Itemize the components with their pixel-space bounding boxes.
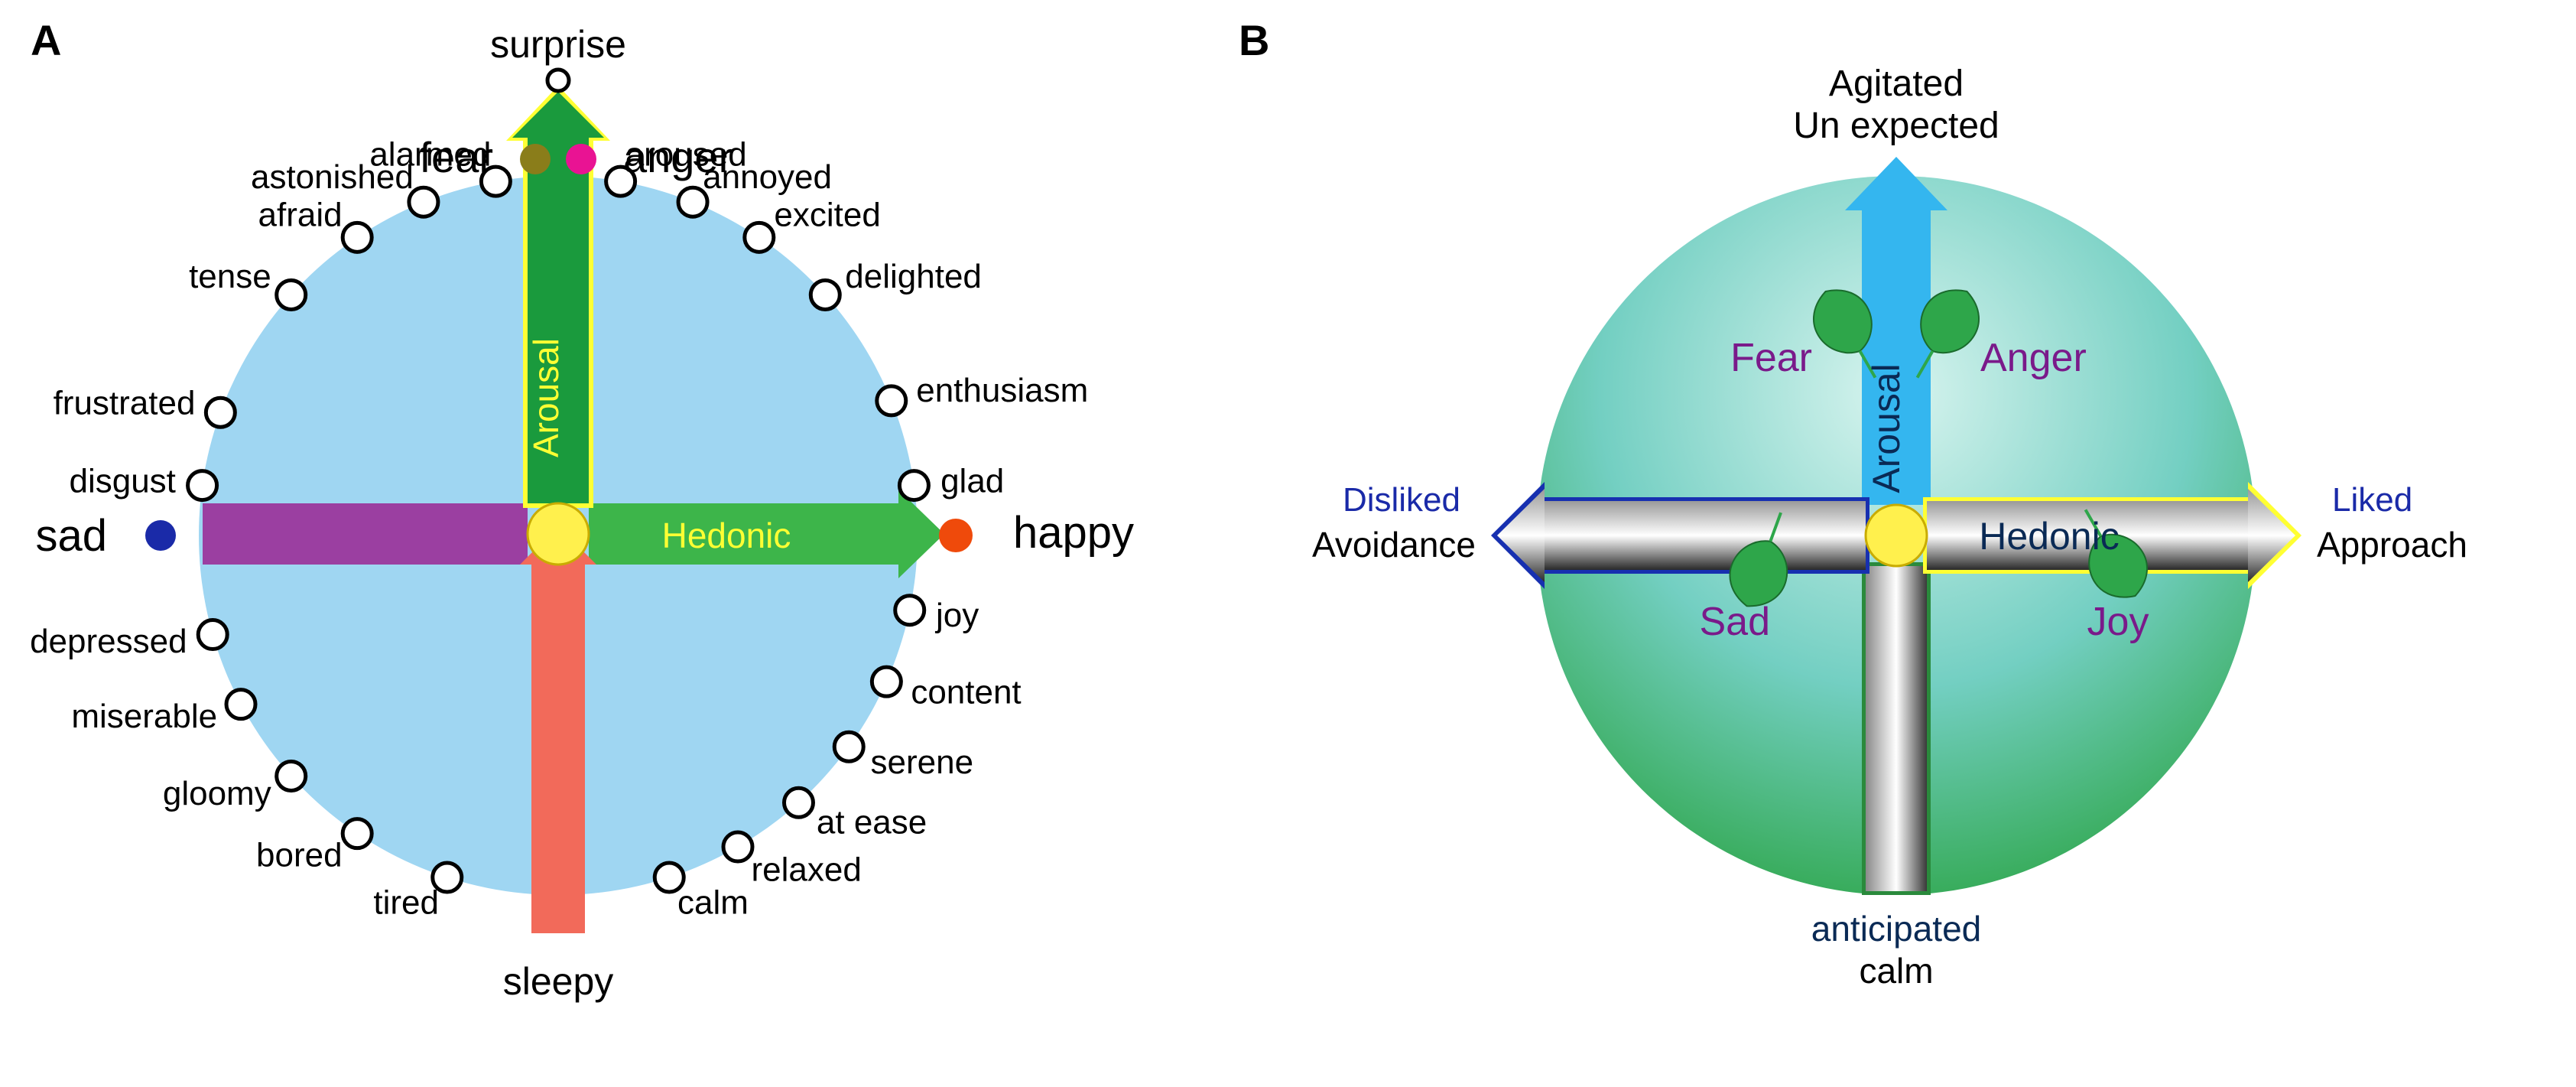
emotion-label: afraid — [258, 196, 343, 233]
emotion-dot — [872, 667, 901, 696]
axis-end-label: Approach — [2317, 525, 2467, 565]
primary-emotion-label: happy — [1013, 508, 1134, 558]
axis-end-label: Avoidance — [1312, 525, 1476, 565]
hedonic-axis-label: Hedonic — [662, 516, 791, 555]
fear-dot — [520, 144, 551, 174]
emotion-label: joy — [934, 597, 979, 634]
emotion-dot — [343, 223, 372, 252]
emotion-dot — [206, 398, 235, 427]
emotion-label: serene — [871, 744, 974, 781]
axis-end-label: Un expected — [1793, 106, 1999, 146]
panel-a-svg: ArousalHedonicalarmedastonishedafraidten… — [0, 0, 1223, 1087]
emotion-dot — [226, 690, 255, 719]
center-dot — [528, 503, 589, 565]
arousal-axis-label: Arousal — [526, 338, 566, 457]
panel-a-tag: A — [31, 15, 61, 65]
leaf-label: Sad — [1699, 600, 1770, 644]
primary-emotion-label: fear — [420, 133, 494, 181]
axis-end-label: calm — [1859, 951, 1933, 991]
panel-b-tag: B — [1239, 15, 1269, 65]
emotion-dot — [277, 761, 306, 790]
axis-end-label: Liked — [2332, 481, 2412, 519]
arousal-negative-arrow — [531, 565, 585, 933]
emotion-dot — [834, 732, 863, 761]
surprise-dot — [547, 70, 569, 91]
arousal-negative-arrow — [1866, 566, 1927, 891]
emotion-label: astonished — [251, 158, 414, 196]
emotion-label: relaxed — [752, 851, 862, 888]
primary-emotion-label: sleepy — [503, 960, 614, 1003]
emotion-label: tense — [189, 258, 271, 295]
emotion-dot — [198, 620, 227, 649]
leaf-label: Anger — [1980, 336, 2087, 380]
panel-a: A ArousalHedonicalarmedastonishedafraidt… — [0, 0, 1223, 1087]
primary-emotion-label: anger — [623, 133, 733, 181]
emotion-dot — [810, 281, 840, 310]
emotion-label: gloomy — [163, 775, 271, 812]
primary-emotion-label: sad — [35, 511, 107, 561]
primary-emotion-label: surprise — [490, 23, 626, 66]
emotion-dot — [723, 832, 752, 861]
emotion-dot — [899, 471, 928, 500]
axis-end-label: Disliked — [1343, 481, 1460, 519]
axis-end-label: anticipated — [1811, 909, 1982, 949]
hedonic-negative-arrow — [203, 503, 528, 565]
emotion-label: frustrated — [54, 384, 196, 421]
leaf-label: Fear — [1730, 336, 1812, 380]
center-dot — [1866, 505, 1927, 566]
emotion-dot — [745, 223, 774, 252]
axis-end-label: Agitated — [1829, 63, 1964, 104]
hedonic-negative-arrow — [1545, 501, 1866, 570]
anger-dot — [566, 144, 596, 174]
panel-b-svg: Arousal Hedonic Fear Anger Sad Joy AgitatedUn … — [1223, 0, 2576, 1087]
emotion-label: excited — [774, 196, 880, 233]
emotion-label: bored — [256, 837, 343, 874]
emotion-label: disgust — [69, 463, 175, 500]
emotion-label: tired — [373, 884, 439, 921]
emotion-dot — [188, 471, 217, 500]
emotion-label: delighted — [845, 258, 982, 295]
emotion-dot — [784, 788, 813, 817]
happy-dot — [939, 519, 973, 552]
emotion-dot — [343, 819, 372, 848]
arousal-axis-label: Arousal — [1865, 363, 1908, 493]
emotion-label: glad — [940, 463, 1004, 500]
emotion-label: miserable — [71, 698, 217, 735]
leaf-label: Joy — [2087, 600, 2149, 644]
panel-b: B Arousal Hedonic Fear Anger Sad Joy AgitatedU… — [1223, 0, 2576, 1087]
emotion-label: depressed — [30, 623, 187, 660]
emotion-dot — [277, 281, 306, 310]
emotion-dot — [877, 386, 906, 415]
emotion-label: content — [911, 673, 1021, 711]
emotion-label: at ease — [817, 803, 927, 841]
hedonic-axis-label: Hedonic — [1979, 515, 2119, 558]
emotion-label: enthusiasm — [916, 372, 1088, 409]
emotion-dot — [895, 596, 924, 625]
sad-dot — [145, 520, 176, 551]
emotion-label: calm — [677, 884, 749, 921]
